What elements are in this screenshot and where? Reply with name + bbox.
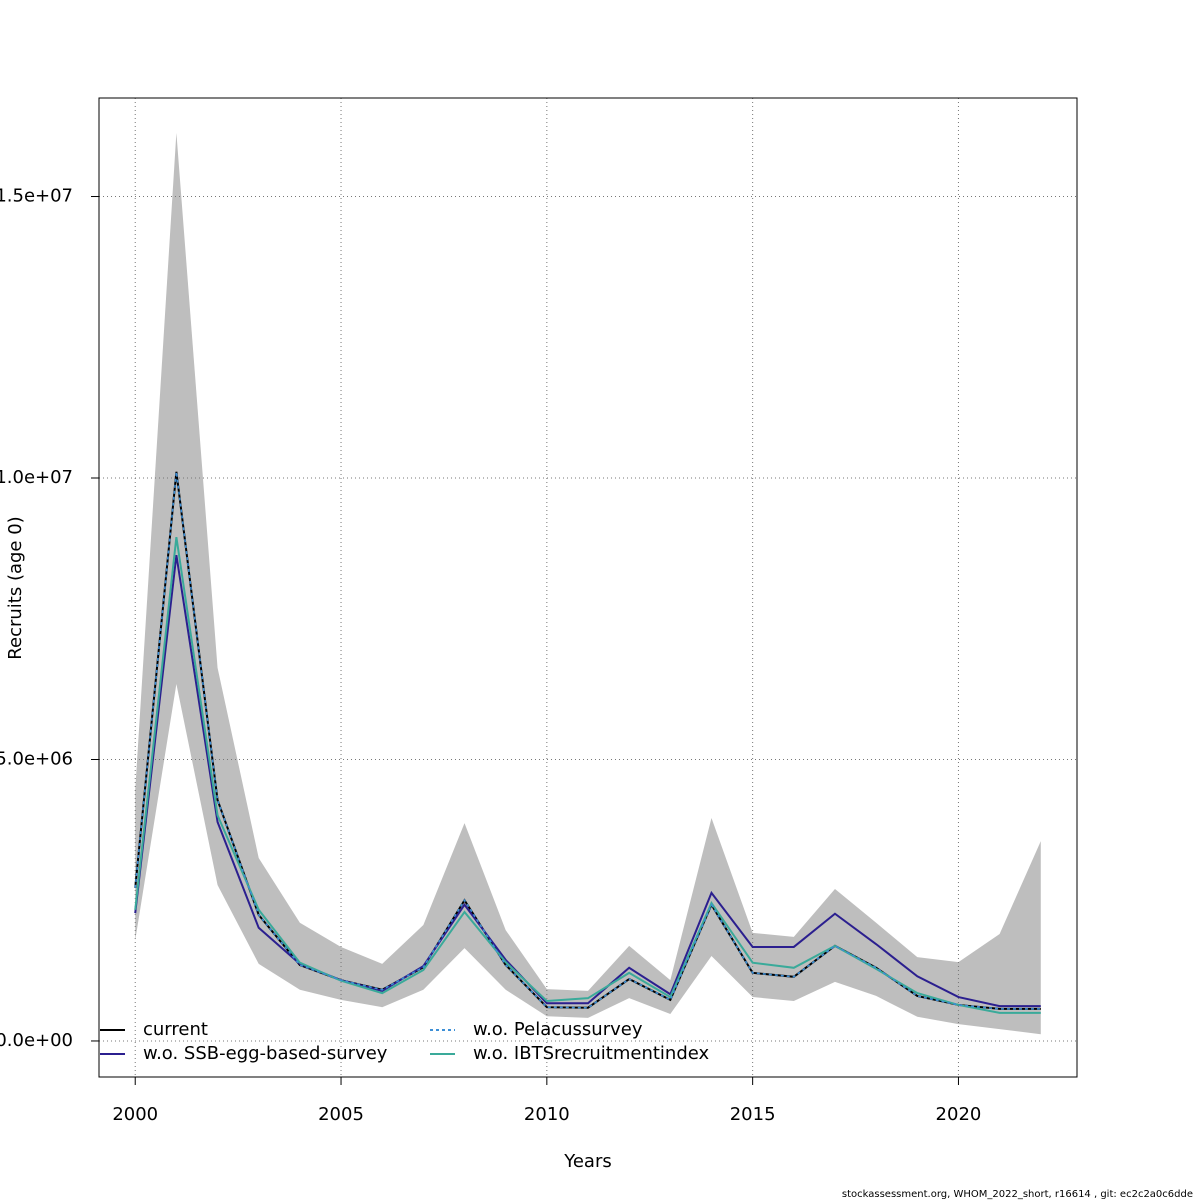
x-tick-label: 2010 <box>524 1104 570 1125</box>
x-axis-label: Years <box>563 1151 612 1172</box>
legend-label: w.o. SSB-egg-based-survey <box>143 1043 388 1064</box>
x-tick-label: 2020 <box>936 1104 982 1125</box>
x-tick-label: 2015 <box>730 1104 776 1125</box>
y-tick-label: 1.5e+07 <box>0 186 73 207</box>
y-tick-label: 0.0e+00 <box>0 1030 73 1051</box>
y-tick-label: 5.0e+06 <box>0 748 73 769</box>
legend-label: w.o. IBTSrecruitmentindex <box>473 1043 710 1064</box>
x-tick-label: 2000 <box>112 1104 158 1125</box>
plot-frame <box>98 97 1078 1078</box>
series-line <box>134 471 1041 1010</box>
legend-label: w.o. Pelacussurvey <box>473 1019 643 1040</box>
y-axis-label: Recruits (age 0) <box>5 516 26 659</box>
series-line <box>134 554 1041 1008</box>
y-tick-label: 1.0e+07 <box>0 467 73 488</box>
confidence-band <box>135 132 1041 1035</box>
x-tick-label: 2005 <box>318 1104 364 1125</box>
legend-label: current <box>143 1019 208 1040</box>
footer: stockassessment.org, WHOM_2022_short, r1… <box>842 1189 1193 1200</box>
